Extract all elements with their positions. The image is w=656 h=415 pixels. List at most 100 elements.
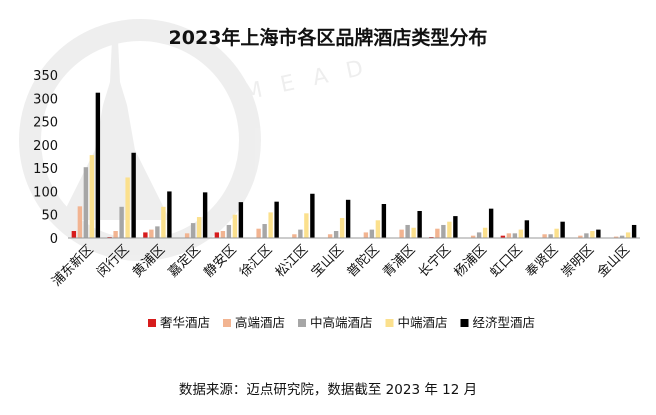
bar-5-14	[560, 222, 564, 238]
bar-5-15	[596, 230, 600, 238]
x-tick-label: 虹口区	[488, 242, 526, 280]
bar-2-7	[292, 234, 296, 238]
bar-2-9	[364, 232, 368, 238]
bar-5-6	[274, 202, 278, 238]
bar-2-14	[542, 234, 546, 238]
y-tick-label: 100	[33, 185, 58, 200]
x-tick-label: 浦东新区	[49, 242, 97, 290]
bar-4-5	[233, 215, 237, 238]
bar-5-11	[453, 216, 457, 238]
bar-2-10	[399, 230, 403, 238]
bar-5-2	[131, 153, 135, 238]
bar-2-4	[185, 233, 189, 238]
bar-3-13	[513, 233, 517, 238]
bar-5-8	[346, 200, 350, 238]
y-tick-label: 50	[41, 209, 58, 224]
bar-4-14	[554, 229, 558, 238]
bar-4-4	[197, 217, 201, 238]
bar-5-5	[239, 202, 243, 238]
bar-5-7	[310, 194, 314, 238]
y-tick-label: 200	[33, 139, 58, 154]
watermark-tower-shape	[60, 40, 170, 220]
bar-3-12	[477, 232, 481, 238]
bar-3-14	[548, 234, 552, 238]
bar-1-1	[72, 231, 76, 238]
x-tick-label: 奉贤区	[523, 242, 561, 280]
bar-5-3	[167, 191, 171, 238]
legend-label: 奢华酒店	[160, 315, 210, 330]
bar-5-10	[417, 211, 421, 238]
x-tick-label: 长宁区	[415, 242, 454, 281]
y-tick-label: 150	[33, 162, 58, 177]
y-tick-label: 0	[50, 232, 58, 247]
bar-5-13	[525, 220, 529, 238]
bar-2-6	[256, 229, 260, 238]
bar-3-7	[298, 230, 302, 238]
bar-3-4	[191, 223, 195, 238]
bar-2-11	[435, 229, 439, 238]
bar-1-5	[215, 232, 219, 238]
bar-1-3	[143, 232, 147, 238]
legend-swatch	[223, 319, 231, 327]
bar-4-7	[304, 213, 308, 238]
bar-4-12	[483, 228, 487, 238]
y-tick-label: 250	[33, 116, 58, 131]
bar-5-1	[96, 93, 100, 238]
x-tick-label: 静安区	[202, 242, 240, 280]
x-tick-label: 宝山区	[309, 242, 347, 280]
x-tick-label: 普陀区	[344, 242, 383, 281]
legend-swatch	[298, 319, 306, 327]
bar-3-15	[584, 233, 588, 238]
bar-3-11	[441, 225, 445, 238]
bar-3-1	[84, 167, 88, 238]
bar-3-9	[370, 230, 374, 238]
bar-4-3	[161, 207, 165, 238]
bar-4-15	[590, 231, 594, 238]
bar-3-5	[227, 225, 231, 238]
legend-label: 中端酒店	[398, 315, 448, 330]
bar-4-9	[376, 220, 380, 238]
legend-swatch	[386, 319, 394, 327]
bar-2-13	[507, 233, 511, 238]
bar-5-16	[632, 225, 636, 238]
bar-2-1	[78, 206, 82, 238]
legend: 奢华酒店 高端酒店 中高端酒店 中端酒店 经济型酒店	[148, 315, 535, 330]
bar-4-10	[411, 228, 415, 238]
bar-2-5	[221, 231, 225, 238]
bar-4-11	[447, 222, 451, 238]
bar-4-8	[340, 218, 344, 238]
y-tick-label: 350	[33, 69, 58, 84]
bar-2-3	[149, 230, 153, 238]
bar-3-2	[119, 207, 123, 238]
x-tick-label: 徐汇区	[237, 242, 275, 280]
legend-label: 高端酒店	[235, 315, 285, 330]
watermark-text: M E A D	[241, 55, 371, 106]
legend-label: 经济型酒店	[473, 315, 536, 330]
bar-5-4	[203, 192, 207, 238]
bar-4-2	[125, 177, 129, 238]
bar-4-6	[268, 212, 272, 238]
bar-4-16	[626, 232, 630, 238]
legend-swatch	[461, 319, 469, 327]
bar-4-13	[519, 230, 523, 238]
bar-3-6	[262, 224, 266, 238]
x-tick-label: 松江区	[273, 242, 311, 280]
x-tick-label: 金山区	[594, 242, 633, 281]
x-tick-label: 崇明区	[559, 242, 597, 280]
bar-3-8	[334, 231, 338, 238]
y-tick-label: 300	[33, 92, 58, 107]
bar-3-3	[155, 226, 159, 238]
bar-5-9	[382, 204, 386, 238]
chart-title: 2023年上海市各区品牌酒店类型分布	[169, 26, 488, 49]
x-tick-label: 杨浦区	[452, 242, 490, 280]
x-tick-label: 青浦区	[380, 242, 418, 280]
source-note: 数据来源：迈点研究院，数据截至 2023 年 12 月	[179, 382, 477, 398]
bar-5-12	[489, 209, 493, 238]
bar-4-1	[90, 155, 94, 238]
bar-2-8	[328, 234, 332, 238]
bar-2-2	[113, 231, 117, 238]
bar-3-10	[405, 225, 409, 238]
legend-label: 中高端酒店	[310, 315, 373, 330]
